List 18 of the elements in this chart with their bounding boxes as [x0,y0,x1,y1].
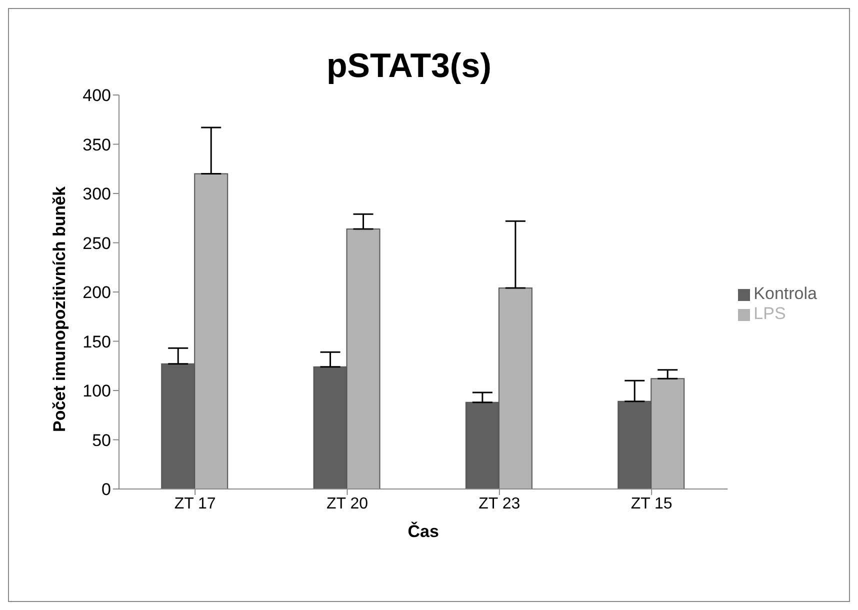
y-tick-label: 350 [82,135,111,154]
y-tick-label: 200 [82,283,111,302]
y-tick-label: 250 [82,234,111,253]
y-tick-label: 150 [82,332,111,352]
legend-label: Kontrola [754,284,817,303]
chart-title: pSTAT3(s) [326,47,492,86]
y-tick-label: 400 [82,86,111,106]
x-tick-label: ZT 15 [630,495,672,512]
y-tick-label: 100 [82,382,111,401]
x-tick-label: ZT 17 [174,495,216,512]
y-axis-title: Počet imunopozitivních buněk [50,186,70,432]
y-tick-label: 0 [102,480,111,500]
legend-label: LPS [754,304,786,323]
y-tick-label: 300 [82,184,111,204]
y-tick-label: 50 [92,430,111,450]
x-tick-label: ZT 23 [478,495,520,512]
x-axis-title: Čas [408,521,439,541]
x-tick-label: ZT 20 [326,495,368,512]
